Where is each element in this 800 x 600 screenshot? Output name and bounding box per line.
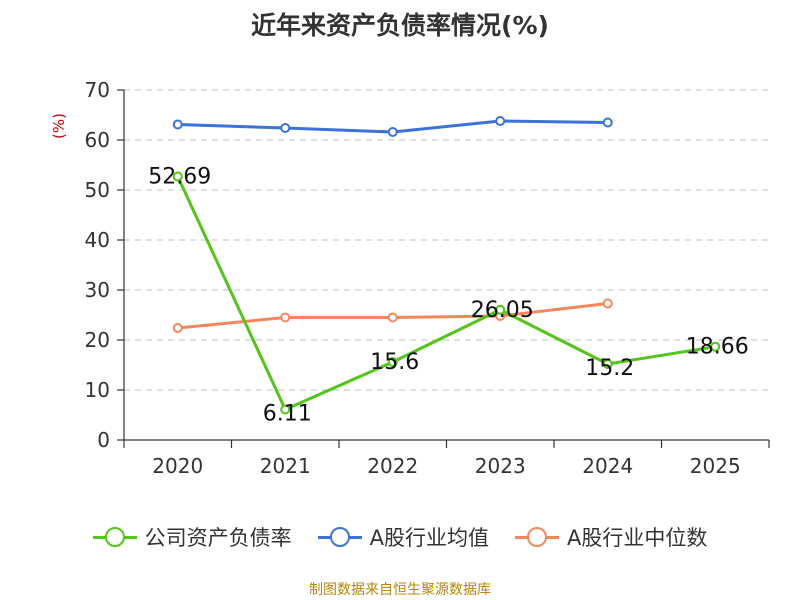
series-lines <box>172 116 721 415</box>
x-tick-label: 2021 <box>260 454 311 478</box>
data-point-company <box>280 404 291 415</box>
y-tick-label: 10 <box>85 378 110 402</box>
legend-industry-avg-marker-icon <box>317 525 362 549</box>
data-point-company <box>602 359 613 369</box>
data-point-industry-median <box>602 298 613 309</box>
legend-ring <box>527 527 547 547</box>
legend-company-marker-icon <box>92 525 137 549</box>
legend-ring <box>104 527 125 547</box>
y-tick-label: 60 <box>85 128 110 152</box>
y-tick-label: 40 <box>85 228 110 252</box>
legend: 公司资产负债率 A股行业均值 A股行业中位数 <box>0 520 800 554</box>
data-point-industry-median <box>387 312 398 323</box>
x-tick-label: 2022 <box>367 454 418 478</box>
y-tick-label: 50 <box>85 178 110 202</box>
data-point-industry-avg <box>280 123 291 133</box>
data-point-company <box>710 341 721 352</box>
y-axis-unit-label: (%) <box>50 113 68 139</box>
y-tick-label: 70 <box>85 78 110 102</box>
data-label: 15.6 <box>370 350 419 375</box>
data-label: 18.66 <box>686 335 749 360</box>
data-point-company <box>387 357 398 367</box>
legend-item-industry-median[interactable]: A股行业中位数 <box>515 522 707 552</box>
data-label: 15.2 <box>585 356 634 381</box>
data-label: 52.69 <box>148 165 211 190</box>
x-tick-label: 2025 <box>690 454 741 478</box>
data-point-industry-avg <box>172 119 183 130</box>
legend-item-industry-avg[interactable]: A股行业均值 <box>317 522 489 552</box>
source-note: 制图数据来自恒生聚源数据库 <box>309 582 491 598</box>
y-tick-label: 20 <box>85 328 110 352</box>
data-label: 6.11 <box>263 401 312 426</box>
grid-lines <box>124 89 769 391</box>
legend-item-company[interactable]: 公司资产负债率 <box>92 522 292 552</box>
chart-title: 近年来资产负债率情况(%) <box>251 11 549 40</box>
data-point-industry-median <box>280 312 291 323</box>
axes: 0 10 20 30 40 50 60 70 2020 2021 2022 2023 2024 2025 <box>85 78 770 478</box>
y-tick-label: 30 <box>85 278 110 302</box>
legend-label-industry-avg: A股行业均值 <box>369 526 489 550</box>
data-point-industry-median <box>172 323 183 333</box>
data-point-industry-avg <box>387 127 398 137</box>
x-tick-label: 2024 <box>582 454 633 478</box>
data-point-company <box>172 171 183 182</box>
data-label: 26.05 <box>471 298 534 323</box>
series-line-company <box>176 175 716 411</box>
data-point-company <box>495 304 506 315</box>
data-point-industry-avg <box>495 116 506 126</box>
data-labels: 52.69 6.11 15.6 26.05 15.2 18.66 <box>148 165 748 427</box>
legend-label-company: 公司资产负债率 <box>144 526 292 550</box>
x-tick-label: 2020 <box>152 454 203 478</box>
data-point-industry-avg <box>602 117 613 128</box>
legend-industry-median-marker-icon <box>515 525 559 549</box>
x-tick-label: 2023 <box>475 454 526 478</box>
legend-ring <box>329 527 350 547</box>
legend-label-industry-median: A股行业中位数 <box>567 526 708 550</box>
y-tick-label: 0 <box>97 428 110 452</box>
